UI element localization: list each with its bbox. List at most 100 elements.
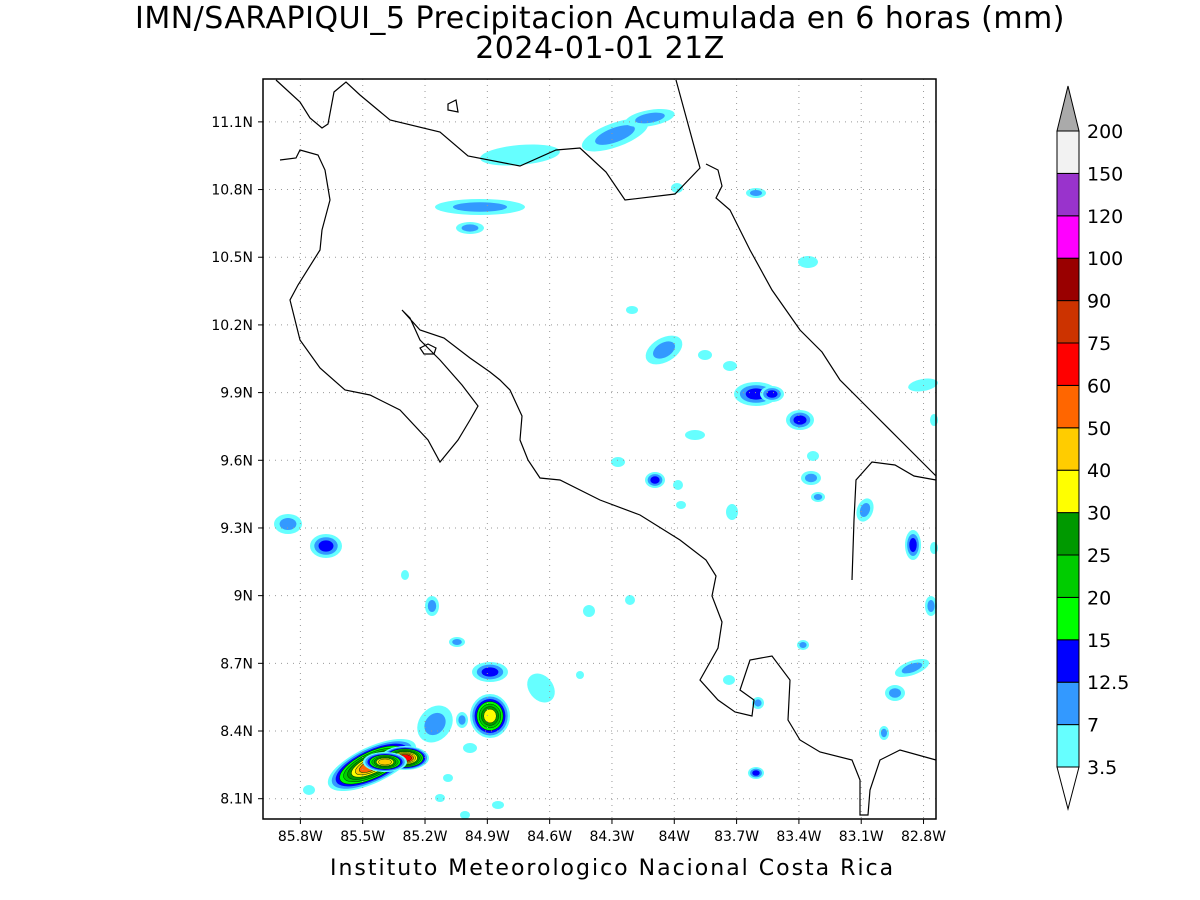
precipitation-cell <box>595 125 635 145</box>
precipitation-cell <box>583 605 595 617</box>
lat-tick-label: 10.2N <box>211 318 253 334</box>
precipitation-cell <box>723 361 737 371</box>
longitude-labels: 85.8W 85.5W 85.2W 84.9W 84.6W 84.3W 84W 83.7W 83… <box>278 829 946 845</box>
lon-tick-label: 83.4W <box>776 829 821 845</box>
precipitation-cell <box>685 430 705 440</box>
precipitation-cell <box>453 202 507 212</box>
colorbar-label: 15 <box>1087 630 1111 652</box>
colorbar-segment <box>1056 512 1080 556</box>
precipitation-cell <box>889 688 901 698</box>
precipitation-cell <box>481 667 499 677</box>
lat-tick-label: 10.5N <box>211 250 253 266</box>
precipitation-cell <box>750 190 762 196</box>
colorbar-label: 60 <box>1087 375 1111 397</box>
precipitation-cell <box>424 712 446 736</box>
lat-tick-label: 11.1N <box>211 115 253 131</box>
precipitation-cell <box>673 480 683 490</box>
precipitation-cell <box>611 457 625 467</box>
precipitation-cell <box>460 811 470 819</box>
precipitation-cell <box>527 673 555 703</box>
lon-tick-label: 84.3W <box>589 829 634 845</box>
precipitation-cell <box>752 770 760 776</box>
precipitation-cell <box>726 504 738 520</box>
colorbar-segment <box>1056 172 1080 217</box>
colorbar-segment <box>1056 257 1080 302</box>
precipitation-cell <box>650 476 660 484</box>
lon-tick-label: 84W <box>658 829 690 845</box>
precipitation-cell <box>908 378 938 392</box>
colorbar: 3.5 7 12.5 15 20 25 30 40 50 60 75 90 100 120 150 200 <box>1056 85 1129 811</box>
lon-tick-label: 85.5W <box>340 829 385 845</box>
lat-tick-label: 8.4N <box>220 724 253 740</box>
precipitation-cell <box>909 538 917 552</box>
colorbar-label: 25 <box>1087 545 1111 567</box>
lat-tick-label: 9.9N <box>220 386 253 402</box>
precipitation-cell <box>653 341 675 359</box>
precipitation-cell <box>279 518 297 530</box>
precipitation-cell <box>698 350 712 360</box>
tempisque-island <box>419 343 437 355</box>
lon-tick-label: 85.8W <box>278 829 323 845</box>
lon-tick-label: 83.1W <box>839 829 884 845</box>
panama-border <box>851 461 937 581</box>
precipitation-cell <box>461 224 479 232</box>
precipitation-cell <box>671 183 683 193</box>
precipitation-cell <box>318 540 334 552</box>
lat-tick-label: 9.6N <box>220 453 253 469</box>
precipitation-cell <box>901 662 923 674</box>
precipitation-cell <box>798 256 818 268</box>
precipitation-cell <box>303 785 315 795</box>
lon-tick-label: 84.9W <box>465 829 510 845</box>
precipitation-cell <box>458 715 466 725</box>
colorbar-segment <box>1056 596 1080 641</box>
colorbar-segment <box>1056 130 1080 174</box>
precipitation-cell <box>576 671 584 679</box>
colorbar-label: 12.5 <box>1087 672 1129 694</box>
lat-tick-label: 10.8N <box>211 183 253 199</box>
lon-tick-label: 84.6W <box>527 829 572 845</box>
precipitation-cell <box>483 708 497 724</box>
colorbar-label: 150 <box>1087 163 1123 185</box>
precipitation-cell <box>401 570 409 580</box>
colorbar-segment <box>1056 300 1080 344</box>
colorbar-label: 50 <box>1087 418 1111 440</box>
precipitation-cell <box>930 542 938 554</box>
nicoya-pacific-coast <box>279 149 937 816</box>
precipitation-cell <box>881 728 887 738</box>
lat-tick-label: 9.3N <box>220 521 253 537</box>
colorbar-segment <box>1056 724 1080 768</box>
colorbar-segment <box>1056 554 1080 598</box>
colorbar-label: 3.5 <box>1087 757 1117 779</box>
lat-tick-label: 8.7N <box>220 656 253 672</box>
precipitation-cell <box>799 642 807 648</box>
ometepe-island <box>447 99 459 113</box>
colorbar-bottom-arrow <box>1056 766 1080 811</box>
colorbar-label: 120 <box>1087 206 1123 228</box>
colorbar-segment <box>1056 342 1080 386</box>
precipitation-field <box>274 109 938 819</box>
colorbar-segment <box>1056 427 1080 471</box>
colorbar-top-arrow <box>1056 85 1080 132</box>
precipitation-cell <box>463 743 477 753</box>
precipitation-cell <box>927 600 935 612</box>
colorbar-segment <box>1056 384 1080 429</box>
map-title: IMN/SARAPIQUI_5 Precipitacion Acumulada … <box>135 1 1065 36</box>
colorbar-segment <box>1056 215 1080 259</box>
colorbar-label: 20 <box>1087 587 1111 609</box>
lat-tick-label: 8.1N <box>220 792 253 808</box>
lon-tick-label: 82.8W <box>901 829 946 845</box>
precipitation-cell <box>625 595 635 605</box>
precipitation-cell <box>452 639 462 645</box>
precipitation-cell <box>805 473 817 483</box>
colorbar-segment <box>1056 639 1080 683</box>
precipitation-cell <box>793 415 807 425</box>
caribbean-coast <box>705 163 937 477</box>
precipitation-cell <box>807 451 819 461</box>
precipitation-cell <box>427 600 437 612</box>
precipitation-cell <box>635 112 665 124</box>
precipitation-cell <box>435 794 445 802</box>
graticule <box>258 79 936 824</box>
colorbar-label: 200 <box>1087 121 1123 143</box>
lon-tick-label: 83.7W <box>714 829 759 845</box>
